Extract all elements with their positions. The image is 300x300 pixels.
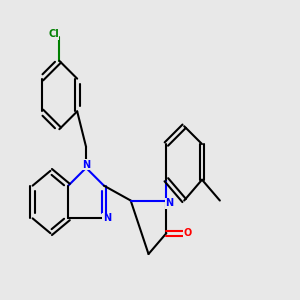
- Text: O: O: [183, 228, 191, 238]
- Text: N: N: [82, 160, 90, 170]
- Text: N: N: [103, 213, 111, 224]
- Text: N: N: [165, 199, 173, 208]
- Text: Cl: Cl: [48, 29, 59, 39]
